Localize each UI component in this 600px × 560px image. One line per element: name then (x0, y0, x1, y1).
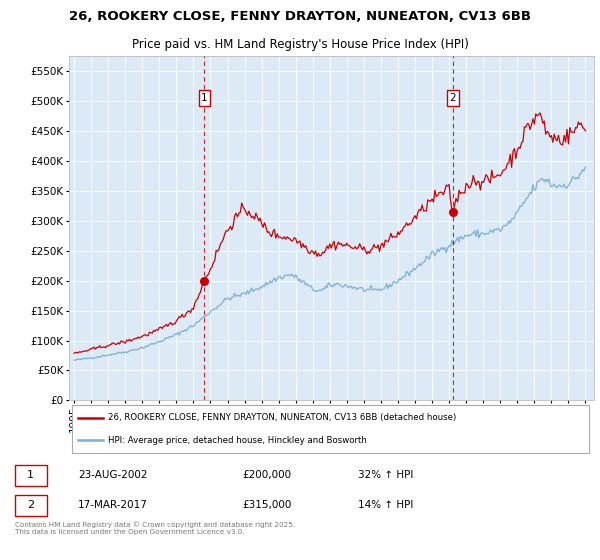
Text: 17-MAR-2017: 17-MAR-2017 (78, 500, 148, 510)
Text: 1: 1 (27, 470, 34, 480)
FancyBboxPatch shape (71, 405, 589, 452)
FancyBboxPatch shape (15, 465, 47, 486)
Text: £200,000: £200,000 (242, 470, 292, 480)
Text: 2: 2 (449, 93, 456, 103)
Text: 26, ROOKERY CLOSE, FENNY DRAYTON, NUNEATON, CV13 6BB: 26, ROOKERY CLOSE, FENNY DRAYTON, NUNEAT… (69, 11, 531, 24)
Text: 1: 1 (201, 93, 208, 103)
FancyBboxPatch shape (15, 494, 47, 516)
Text: £315,000: £315,000 (242, 500, 292, 510)
Text: 14% ↑ HPI: 14% ↑ HPI (358, 500, 413, 510)
Text: 26, ROOKERY CLOSE, FENNY DRAYTON, NUNEATON, CV13 6BB (detached house): 26, ROOKERY CLOSE, FENNY DRAYTON, NUNEAT… (109, 413, 457, 422)
Text: HPI: Average price, detached house, Hinckley and Bosworth: HPI: Average price, detached house, Hinc… (109, 436, 367, 445)
Text: 32% ↑ HPI: 32% ↑ HPI (358, 470, 413, 480)
Text: Contains HM Land Registry data © Crown copyright and database right 2025.
This d: Contains HM Land Registry data © Crown c… (15, 521, 295, 535)
Text: 2: 2 (27, 500, 34, 510)
Text: Price paid vs. HM Land Registry's House Price Index (HPI): Price paid vs. HM Land Registry's House … (131, 38, 469, 51)
Text: 23-AUG-2002: 23-AUG-2002 (78, 470, 148, 480)
